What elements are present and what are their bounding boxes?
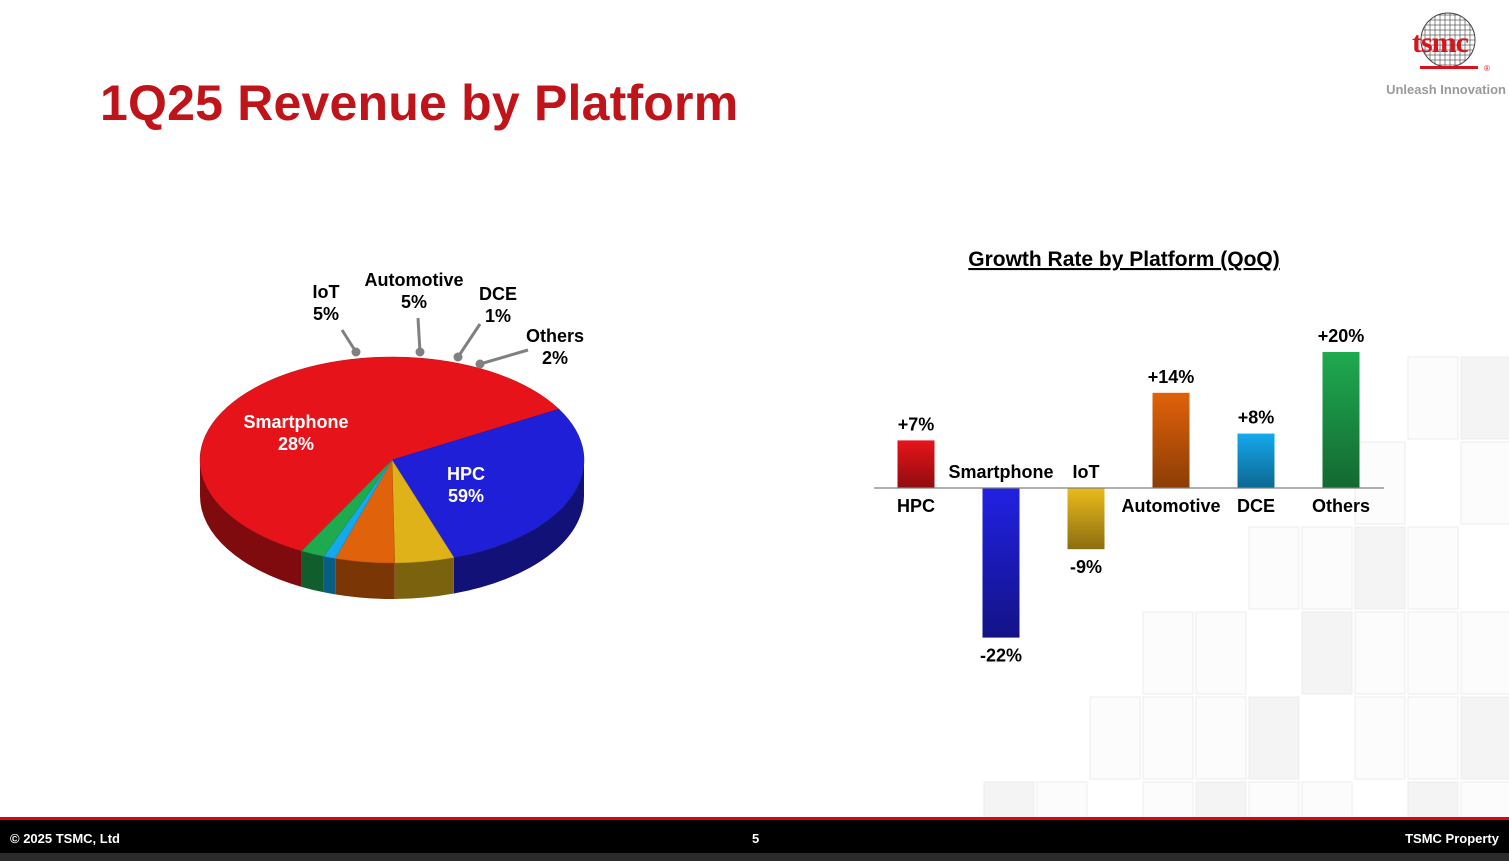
background-tile xyxy=(1407,696,1459,780)
pie-side-dce xyxy=(323,556,336,595)
background-tile xyxy=(1248,696,1300,780)
tsmc-logo: tsmc ® xyxy=(1390,10,1508,100)
bar-value-label-hpc: +7% xyxy=(898,414,935,434)
background-tile xyxy=(1142,696,1194,780)
background-tile xyxy=(1142,611,1194,695)
footer-strip xyxy=(0,853,1509,861)
bar-value-label-dce: +8% xyxy=(1238,408,1275,428)
bar-smartphone xyxy=(982,488,1020,638)
background-tile xyxy=(1460,696,1509,780)
pie-slice-others xyxy=(301,459,393,557)
bar-value-label-others: +20% xyxy=(1318,326,1365,346)
background-tile xyxy=(1460,356,1509,440)
pie-top xyxy=(199,356,585,564)
bar-category-label-hpc: HPC xyxy=(897,496,935,516)
pie-leader-line-automotive xyxy=(416,317,422,353)
pie-slice-smartphone xyxy=(391,408,585,558)
tagline: Unleash Innovation xyxy=(1386,82,1506,97)
pie-leader-dot-iot xyxy=(351,347,361,357)
bar-category-label-others: Others xyxy=(1312,496,1370,516)
footer-page-number: 5 xyxy=(752,831,760,846)
logo-underline xyxy=(1420,66,1478,69)
pie-label-value: 28% xyxy=(278,434,314,454)
bar-value-label-smartphone: -22% xyxy=(980,646,1022,666)
pie-leader-dot-automotive xyxy=(415,347,425,357)
pie-label-name: DCE xyxy=(479,284,517,304)
logo-registered-mark: ® xyxy=(1484,64,1490,73)
background-tile xyxy=(1354,526,1406,610)
footer-bar: © 2025 TSMC, Ltd 5 TSMC Property xyxy=(0,817,1509,861)
bar-value-label-automotive: +14% xyxy=(1148,367,1195,387)
background-tile xyxy=(1089,696,1141,780)
bar-dce xyxy=(1237,433,1275,488)
bar-category-label-automotive: Automotive xyxy=(1122,496,1221,516)
pie-side-smartphone xyxy=(453,460,584,594)
page-title: 1Q25 Revenue by Platform xyxy=(100,75,739,131)
pie-leader-dot-dce xyxy=(453,352,463,362)
pie-leader-dot-others xyxy=(475,359,485,369)
pie-label-name: Automotive xyxy=(365,270,464,290)
pie-leader-line-others xyxy=(479,348,529,366)
background-tile xyxy=(1301,611,1353,695)
background-tile xyxy=(1195,611,1247,695)
background-tile xyxy=(1407,356,1459,440)
pie-label-value: 1% xyxy=(485,306,511,326)
pie-side-walls xyxy=(200,460,584,599)
background-tile xyxy=(1354,611,1406,695)
pie-leader-line-dce xyxy=(456,323,482,358)
bar-category-label-iot: IoT xyxy=(1073,462,1100,482)
bar-automotive xyxy=(1152,392,1190,488)
bar-chart-title: Growth Rate by Platform (QoQ) xyxy=(968,248,1280,271)
pie-side-automotive xyxy=(335,558,395,599)
pie-side-others xyxy=(301,550,324,593)
pie-label-value: 5% xyxy=(401,292,427,312)
pie-label-name: Others xyxy=(526,326,584,346)
logo-wordmark: tsmc xyxy=(1412,26,1469,59)
bar-category-label-dce: DCE xyxy=(1237,496,1275,516)
background-tile xyxy=(1354,441,1406,525)
bar-hpc xyxy=(897,440,935,488)
pie-label-name: HPC xyxy=(447,464,485,484)
pie-label-value: 59% xyxy=(448,486,484,506)
background-tile xyxy=(1354,696,1406,780)
pie-label-name: IoT xyxy=(313,282,340,302)
bar-value-label-iot: -9% xyxy=(1070,557,1102,577)
growth-bar-chart: Growth Rate by Platform (QoQ) +7% HPC -22% S… xyxy=(874,248,1384,666)
background-tile xyxy=(1248,526,1300,610)
background-tile xyxy=(1407,526,1459,610)
footer-property: TSMC Property xyxy=(1405,831,1499,846)
pie-label-value: 5% xyxy=(313,304,339,324)
background-tile xyxy=(1407,611,1459,695)
background-tile xyxy=(1301,526,1353,610)
footer-copyright: © 2025 TSMC, Ltd xyxy=(10,831,120,846)
pie-side-hpc xyxy=(200,460,302,587)
background-tile xyxy=(1460,441,1509,525)
bar-iot xyxy=(1067,488,1105,550)
pie-side-iot xyxy=(394,557,454,599)
background-tile xyxy=(1460,611,1509,695)
pie-label-value: 2% xyxy=(542,348,568,368)
bar-others xyxy=(1322,352,1360,488)
background-tile xyxy=(1195,696,1247,780)
bar-category-label-smartphone: Smartphone xyxy=(948,462,1053,482)
pie-slice-hpc xyxy=(199,356,560,552)
pie-label-name: Smartphone xyxy=(243,412,348,432)
